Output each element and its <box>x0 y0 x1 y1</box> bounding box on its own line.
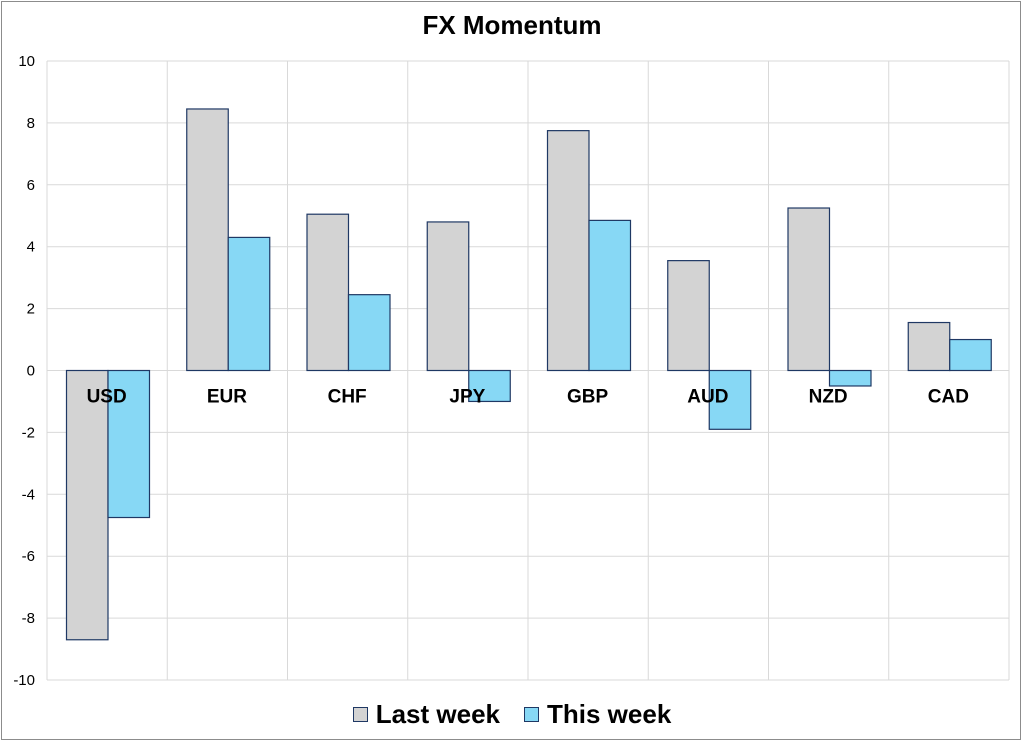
legend-swatch-this-week <box>524 707 539 722</box>
legend-swatch-last-week <box>352 707 368 722</box>
legend-label-this-week: This week <box>547 699 672 729</box>
bar-last-week-gbp <box>546 130 590 372</box>
chart-title: FX Momentum <box>422 10 602 40</box>
category-label-usd: USD <box>87 387 127 408</box>
bar-last-week-chf <box>306 213 350 372</box>
y-tick-label: -6 <box>22 548 35 565</box>
bar-this-week-eur <box>227 236 271 372</box>
bar-last-week-eur <box>186 108 229 372</box>
bar-this-week-gbp <box>588 219 632 372</box>
y-tick-label: -4 <box>22 486 35 503</box>
y-tick-label: 8 <box>27 115 35 132</box>
y-tick-label: 2 <box>27 301 35 318</box>
bar-last-week-jpy <box>426 221 470 372</box>
category-label-nzd: NZD <box>809 387 848 408</box>
legend: Last week This week <box>0 699 1024 730</box>
y-tick-label: 6 <box>27 177 35 194</box>
bar-this-week-usd <box>107 369 151 519</box>
bar-this-week-nzd <box>828 369 872 387</box>
legend-label-last-week: Last week <box>375 699 500 729</box>
category-label-chf: CHF <box>328 387 367 408</box>
legend-item-this-week: This week <box>524 699 671 730</box>
bar-last-week-aud <box>667 260 710 372</box>
bar-this-week-chf <box>347 294 391 372</box>
legend-item-last-week: Last week <box>352 699 500 730</box>
category-label-cad: CAD <box>928 387 969 408</box>
y-tick-label: -2 <box>22 424 35 441</box>
y-tick-label: -10 <box>13 672 35 689</box>
category-label-jpy: JPY <box>449 387 485 408</box>
category-label-gbp: GBP <box>567 387 609 408</box>
bar-last-week-usd <box>65 369 109 641</box>
y-tick-label: -8 <box>22 610 35 627</box>
bar-last-week-cad <box>907 321 951 372</box>
y-tick-label: 0 <box>27 363 35 380</box>
y-tick-label: 4 <box>27 239 35 256</box>
category-label-aud: AUD <box>687 387 728 408</box>
bar-this-week-aud <box>708 369 752 430</box>
bar-this-week-jpy <box>468 369 511 403</box>
y-tick-label: 10 <box>18 53 35 70</box>
bar-last-week-nzd <box>787 207 831 372</box>
category-label-eur: EUR <box>207 387 247 408</box>
bar-this-week-cad <box>949 338 992 372</box>
